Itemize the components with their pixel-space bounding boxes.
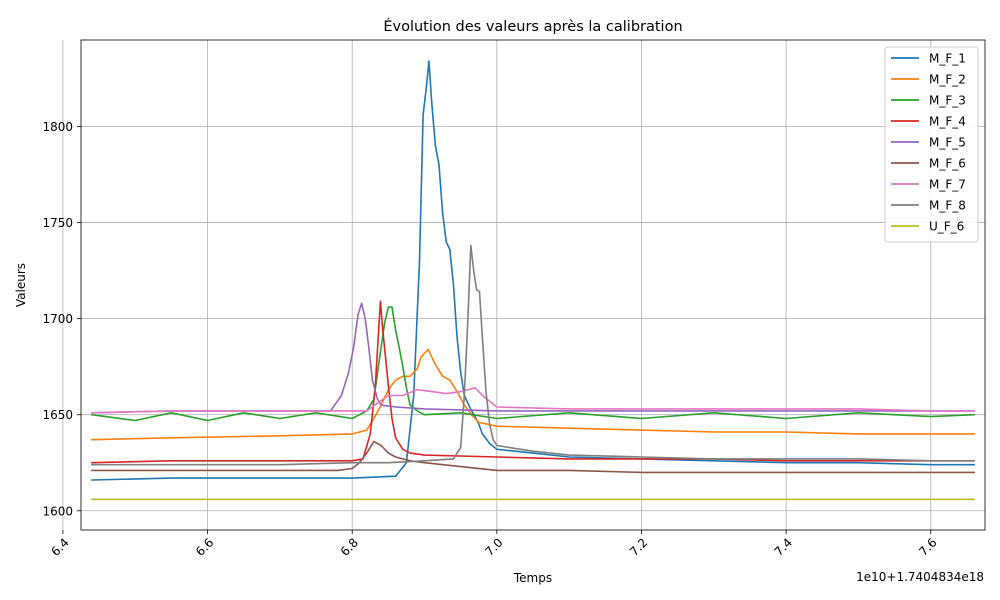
legend-label-m-f-3: M_F_3: [929, 94, 966, 108]
legend-label-m-f-4: M_F_4: [929, 115, 966, 129]
legend-label-m-f-5: M_F_5: [929, 136, 966, 150]
legend-label-m-f-7: M_F_7: [929, 178, 966, 192]
legend-label-m-f-6: M_F_6: [929, 157, 966, 171]
y-tick-label: 1800: [42, 120, 73, 134]
x-axis-label: Temps: [513, 571, 552, 585]
x-axis-offset-label: 1e10+1.7404834e18: [856, 570, 984, 584]
legend-label-m-f-8: M_F_8: [929, 199, 966, 213]
y-axis-label: Valeurs: [14, 263, 28, 307]
y-tick-label: 1650: [42, 408, 73, 422]
y-tick-label: 1750: [42, 216, 73, 230]
legend-label-m-f-2: M_F_2: [929, 73, 966, 87]
chart-title: Évolution des valeurs après la calibrati…: [383, 18, 682, 35]
legend-label-u-f-6: U_F_6: [929, 220, 964, 234]
legend: M_F_1 M_F_2 M_F_3 M_F_4 M_F_5 M_F_6 M_F_7 M_F_8…: [885, 47, 978, 242]
y-tick-label: 1600: [42, 504, 73, 518]
legend-label-m-f-1: M_F_1: [929, 52, 966, 66]
y-tick-label: 1700: [42, 312, 73, 326]
